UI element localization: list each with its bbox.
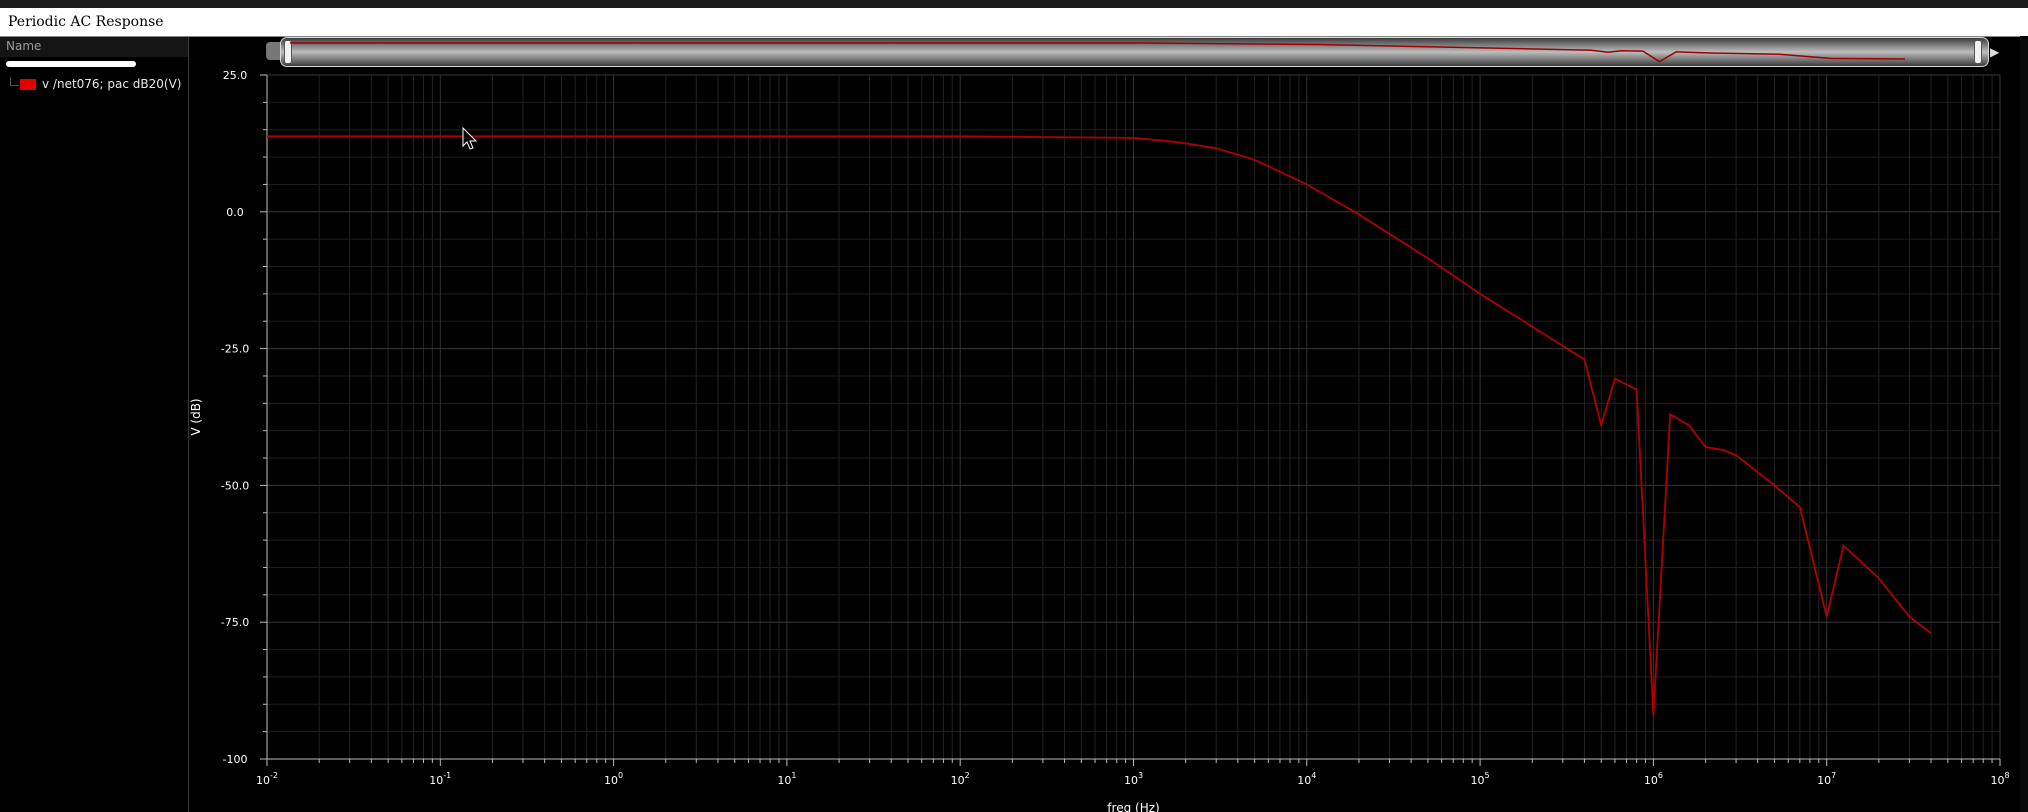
x-tick-label: 106 [1644,771,1663,787]
trace-item[interactable]: v /net076; pac dB20(V) [6,75,186,95]
x-tick-label: 10-1 [429,771,451,787]
overview-trace-line [290,42,1906,63]
trace-list-scrollbar[interactable] [6,61,136,67]
x-tick-label: 101 [777,771,796,787]
plot-grid [266,74,2001,760]
trace-list-header[interactable]: Name [0,37,188,57]
overview-scroll-thumb[interactable] [280,37,1989,67]
window-title: Periodic AC Response [8,14,164,30]
x-tick-label: 104 [1297,771,1316,787]
title-bar: Periodic AC Response [0,8,2028,37]
top-border [0,0,2028,8]
tick-labels: 25.0 0.0 -25.0 -50.0 -75.0 -100 10-2 10-1 100 101… [221,69,2010,787]
overview-right-handle[interactable] [1974,40,1982,64]
y-tick-label: 0.0 [226,206,244,219]
name-column-label: Name [6,39,42,53]
trace-label: v /net076; pac dB20(V) [42,77,182,91]
y-tick-label: -100 [223,753,248,766]
y-tick-label: 25.0 [223,69,248,82]
x-tick-label: 102 [951,771,970,787]
overview-left-handle[interactable] [284,40,292,64]
series-line [267,135,1932,716]
x-tick-label: 105 [1471,771,1490,787]
y-tick-label: -50.0 [221,479,249,492]
x-tick-label: 10-2 [256,771,278,787]
x-tick-label: 103 [1124,771,1143,787]
y-tick-label: -25.0 [221,343,249,356]
scroll-right-arrow-icon[interactable]: ▶ [1990,45,2000,59]
x-axis-label: freq (Hz) [1107,801,1159,812]
trace-list-panel: Name v /net076; pac dB20(V) [0,37,189,812]
plot-axes [260,74,2001,766]
x-tick-label: 108 [1990,771,2009,787]
y-axis-label: V (dB) [189,398,203,435]
tree-branch-icon [10,77,19,86]
x-tick-label: 107 [1817,771,1836,787]
trace-color-swatch [20,79,36,90]
y-tick-label: -75.0 [221,616,249,629]
x-tick-label: 100 [604,771,623,787]
mouse-cursor-icon [462,126,478,150]
right-border [2020,36,2028,812]
